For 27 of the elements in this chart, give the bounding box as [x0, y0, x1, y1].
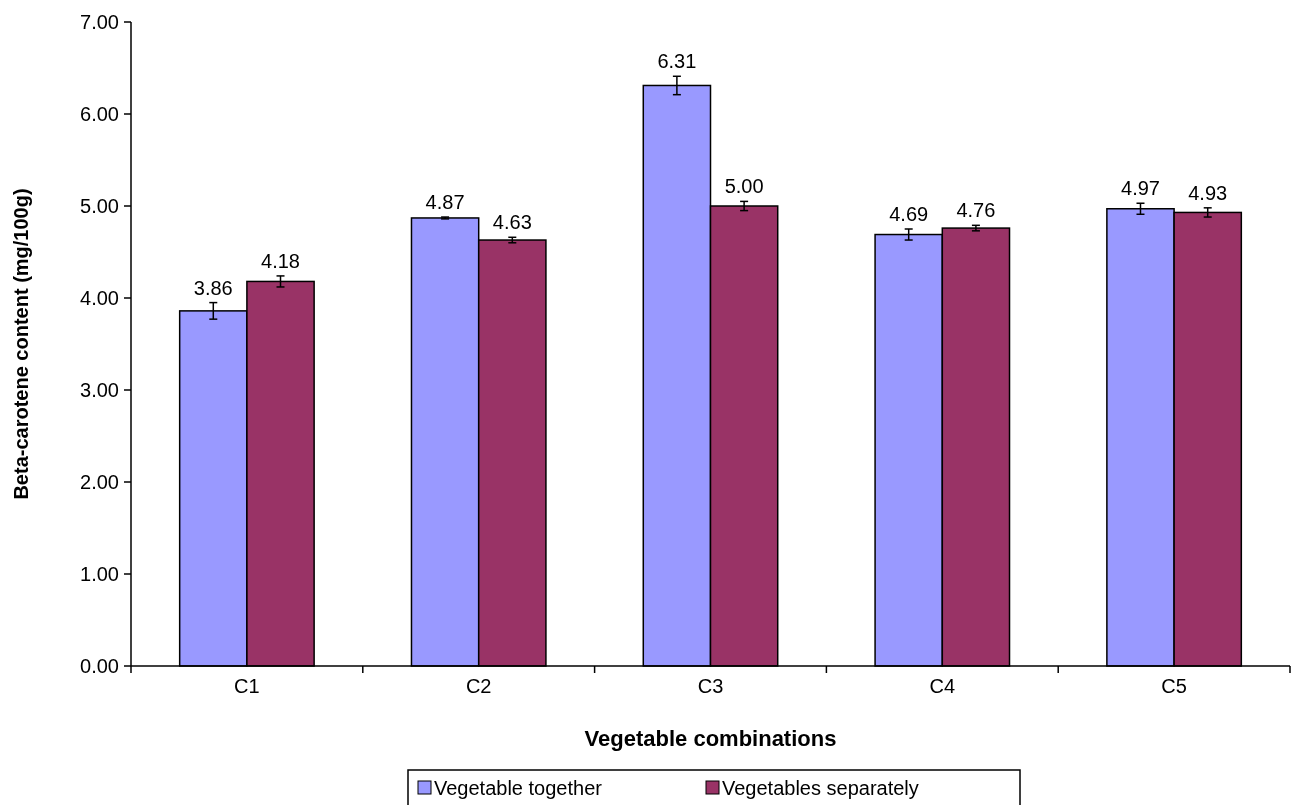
x-tick-label: C5 — [1161, 675, 1187, 697]
data-label: 4.76 — [956, 199, 996, 222]
y-tick-label: 0.00 — [80, 655, 119, 677]
y-axis-title: Beta-carotene content (mg/100g) — [10, 188, 32, 500]
data-label: 4.93 — [1188, 181, 1228, 204]
y-tick-label: 5.00 — [80, 195, 119, 217]
y-tick-label: 1.00 — [80, 563, 119, 585]
data-label: 6.31 — [657, 50, 697, 73]
x-tick-label: C4 — [929, 675, 956, 697]
y-tick-label: 4.00 — [80, 287, 119, 309]
x-axis-title: Vegetable combinations — [584, 726, 837, 751]
y-tick-label: 3.00 — [80, 379, 119, 401]
y-tick-label: 7.00 — [80, 11, 119, 33]
data-label: 4.18 — [261, 249, 300, 272]
data-label: 4.87 — [425, 191, 465, 214]
data-label: 4.97 — [1121, 177, 1160, 200]
y-tick-label: 6.00 — [80, 103, 119, 125]
data-label: 4.69 — [889, 203, 929, 225]
x-tick-label: C3 — [697, 675, 724, 697]
data-label: 5.00 — [724, 175, 764, 198]
legend-label: Vegetables separately — [722, 777, 919, 799]
data-label: 4.63 — [492, 211, 532, 234]
x-tick-label: C2 — [465, 675, 492, 697]
legend-label: Vegetable together — [434, 777, 603, 799]
data-label: 3.86 — [193, 276, 233, 299]
y-tick-label: 2.00 — [80, 471, 119, 493]
x-tick-label: C1 — [234, 675, 260, 697]
